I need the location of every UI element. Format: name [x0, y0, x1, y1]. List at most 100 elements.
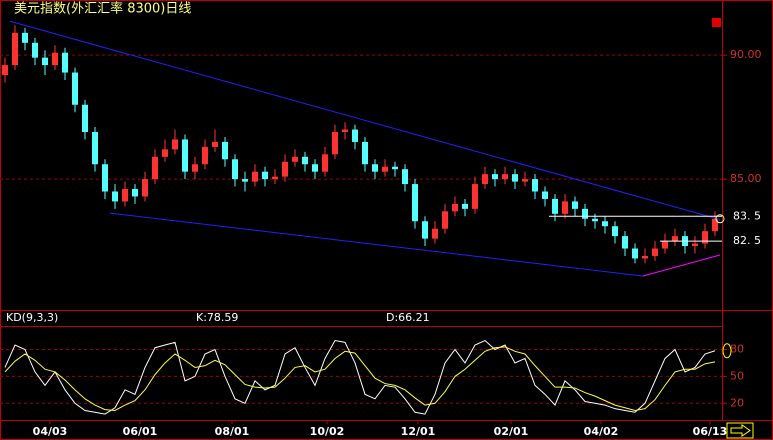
- candle-body: [182, 139, 188, 172]
- y-tick-label: 20: [730, 396, 744, 409]
- candle-body: [372, 164, 378, 172]
- candle-body: [282, 161, 288, 177]
- indicator-line: [4, 346, 716, 411]
- candle-body: [342, 129, 348, 133]
- candle-body: [432, 228, 438, 239]
- candle-body: [662, 241, 668, 249]
- candle-body: [712, 218, 718, 232]
- candle-body: [462, 203, 468, 209]
- candle-body: [672, 236, 678, 242]
- candle-body: [32, 42, 38, 58]
- candle-body: [532, 179, 538, 192]
- candle-body: [192, 164, 198, 172]
- candle-body: [602, 221, 608, 227]
- candle-body: [172, 139, 178, 150]
- candle-body: [292, 156, 298, 162]
- candle-body: [312, 164, 318, 172]
- candle-body: [622, 236, 628, 249]
- candle-body: [102, 164, 108, 192]
- candle-body: [2, 65, 8, 76]
- candle-body: [652, 248, 658, 256]
- indicator-line: [4, 339, 716, 415]
- level-label: 83. 5: [733, 209, 761, 222]
- candle-body: [72, 72, 78, 105]
- candle-body: [392, 166, 398, 170]
- x-tick-label: 12/01: [401, 425, 436, 438]
- candle-body: [362, 141, 368, 165]
- chart-title: 美元指数(外汇汇率 8300)日线: [14, 1, 191, 17]
- candle-body: [592, 218, 598, 222]
- x-tick-label: 02/01: [494, 425, 529, 438]
- kd-label: KD(9,3,3): [6, 311, 58, 324]
- candle-body: [92, 132, 98, 165]
- x-tick-label: 08/01: [215, 425, 250, 438]
- candle-body: [82, 104, 88, 133]
- trend-line: [109, 212, 644, 277]
- candle-body: [642, 255, 648, 259]
- candle-body: [112, 191, 118, 202]
- candle-body: [22, 32, 28, 43]
- d-label: D:66.21: [386, 311, 430, 324]
- candle-body: [572, 201, 578, 209]
- candle-body: [472, 184, 478, 209]
- candle-body: [222, 141, 228, 160]
- candle-body: [332, 132, 338, 155]
- candle-body: [612, 226, 618, 237]
- last-marker: [722, 343, 732, 359]
- candle-body: [302, 156, 308, 165]
- candle-body: [212, 141, 218, 147]
- candle-body: [582, 208, 588, 219]
- candle-body: [412, 184, 418, 222]
- candle-body: [42, 57, 48, 66]
- candle-body: [692, 243, 698, 247]
- marker-box: [712, 18, 721, 27]
- trend-line: [9, 20, 721, 220]
- candle-body: [502, 174, 508, 180]
- candle-body: [632, 248, 638, 259]
- x-tick-label: 04/03: [33, 425, 68, 438]
- candle-body: [122, 189, 128, 202]
- candle-body: [272, 176, 278, 180]
- candle-body: [492, 174, 498, 180]
- candle-body: [52, 52, 58, 66]
- candle-body: [152, 156, 158, 180]
- candle-body: [62, 52, 68, 73]
- x-tick-label: 04/02: [584, 425, 619, 438]
- candle-body: [512, 174, 518, 182]
- scroll-button[interactable]: [726, 422, 754, 439]
- candle-body: [402, 169, 408, 185]
- trend-line: [642, 254, 721, 277]
- last-marker: [715, 214, 725, 224]
- candle-body: [552, 198, 558, 214]
- x-tick-label: 10/02: [310, 425, 345, 438]
- x-tick-label: 06/01: [123, 425, 158, 438]
- candle-body: [562, 201, 568, 214]
- k-label: K:78.59: [196, 311, 238, 324]
- candle-body: [522, 179, 528, 182]
- candle-body: [322, 154, 328, 172]
- candle-body: [132, 189, 138, 197]
- candle-body: [232, 159, 238, 180]
- candle-body: [542, 191, 548, 199]
- y-tick-label: 85.00: [730, 172, 762, 185]
- candle-body: [202, 146, 208, 165]
- y-tick-label: 80: [730, 343, 744, 356]
- candle-body: [12, 32, 18, 66]
- candle-body: [142, 179, 148, 197]
- candle-body: [382, 166, 388, 172]
- candle-body: [482, 174, 488, 185]
- level-label: 82. 5: [733, 234, 761, 247]
- candle-body: [252, 171, 258, 182]
- candle-body: [452, 203, 458, 212]
- candle-body: [422, 221, 428, 239]
- candle-body: [242, 179, 248, 182]
- candle-body: [162, 149, 168, 157]
- candle-body: [702, 231, 708, 244]
- scroll-arrow: [730, 424, 751, 437]
- y-tick-label: 50: [730, 369, 744, 382]
- candle-body: [442, 211, 448, 229]
- x-tick-label: 06/13: [693, 425, 728, 438]
- y-tick-label: 90.00: [730, 48, 762, 61]
